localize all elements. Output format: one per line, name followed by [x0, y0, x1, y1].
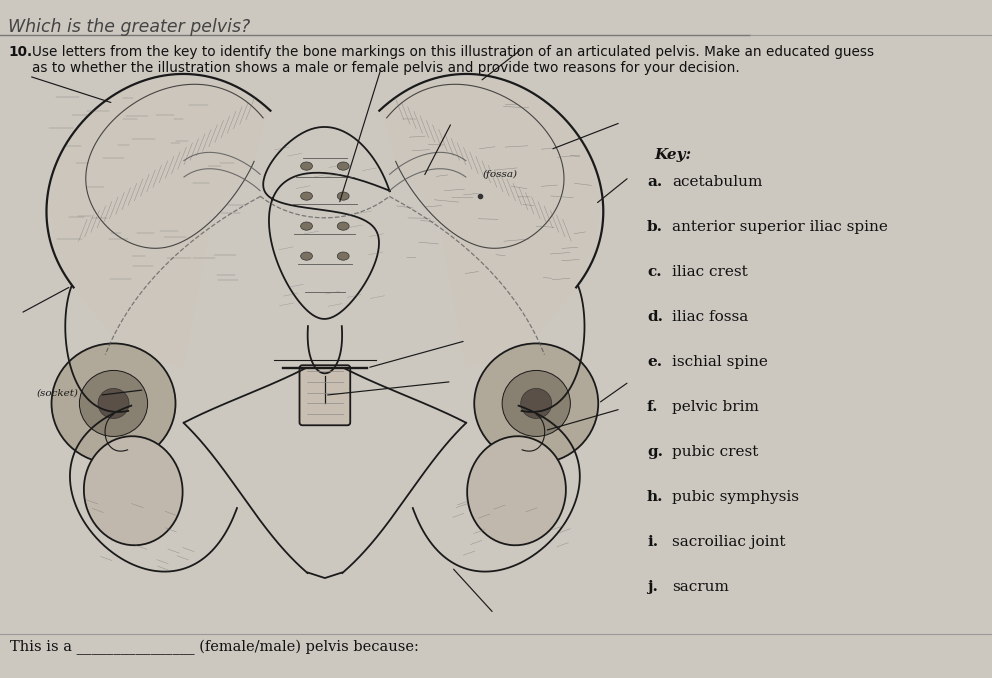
Text: h.: h. [647, 490, 664, 504]
Text: j.: j. [647, 580, 658, 594]
Text: Use letters from the key to identify the bone markings on this illustration of a: Use letters from the key to identify the… [32, 45, 874, 59]
Circle shape [474, 344, 598, 464]
Text: 10.: 10. [8, 45, 32, 59]
Ellipse shape [301, 252, 312, 260]
Text: g.: g. [647, 445, 663, 459]
Ellipse shape [301, 222, 312, 231]
Ellipse shape [301, 162, 312, 170]
Text: ischial spine: ischial spine [672, 355, 768, 369]
Text: as to whether the illustration shows a male or female pelvis and provide two rea: as to whether the illustration shows a m… [32, 61, 740, 75]
Text: Which is the greater pelvis?: Which is the greater pelvis? [8, 18, 250, 36]
Circle shape [502, 370, 570, 437]
Polygon shape [381, 76, 601, 368]
Text: pelvic brim: pelvic brim [672, 400, 759, 414]
Text: sacroiliac joint: sacroiliac joint [672, 535, 786, 549]
Text: i.: i. [647, 535, 658, 549]
Text: sacrum: sacrum [672, 580, 729, 594]
Ellipse shape [337, 252, 349, 260]
Text: acetabulum: acetabulum [672, 175, 763, 189]
Text: d.: d. [647, 310, 663, 324]
Ellipse shape [337, 192, 349, 200]
Ellipse shape [84, 436, 183, 545]
Circle shape [98, 388, 129, 418]
Text: b.: b. [647, 220, 663, 234]
Text: f.: f. [647, 400, 659, 414]
Text: (socket): (socket) [37, 388, 78, 397]
Text: a.: a. [647, 175, 663, 189]
Ellipse shape [301, 192, 312, 200]
Text: This is a ________________ (female/male) pelvis because:: This is a ________________ (female/male)… [10, 640, 419, 655]
Text: c.: c. [647, 265, 662, 279]
Text: e.: e. [647, 355, 662, 369]
Circle shape [52, 344, 176, 464]
Text: iliac fossa: iliac fossa [672, 310, 748, 324]
Ellipse shape [337, 222, 349, 231]
Text: Key:: Key: [654, 148, 691, 162]
Text: anterior superior iliac spine: anterior superior iliac spine [672, 220, 888, 234]
Text: iliac crest: iliac crest [672, 265, 748, 279]
FancyBboxPatch shape [300, 365, 350, 425]
Text: pubic crest: pubic crest [672, 445, 758, 459]
Text: (fossa): (fossa) [482, 170, 517, 179]
Circle shape [79, 370, 148, 437]
Polygon shape [49, 76, 269, 368]
Text: pubic symphysis: pubic symphysis [672, 490, 799, 504]
Circle shape [521, 388, 552, 418]
Ellipse shape [467, 436, 565, 545]
Ellipse shape [337, 162, 349, 170]
